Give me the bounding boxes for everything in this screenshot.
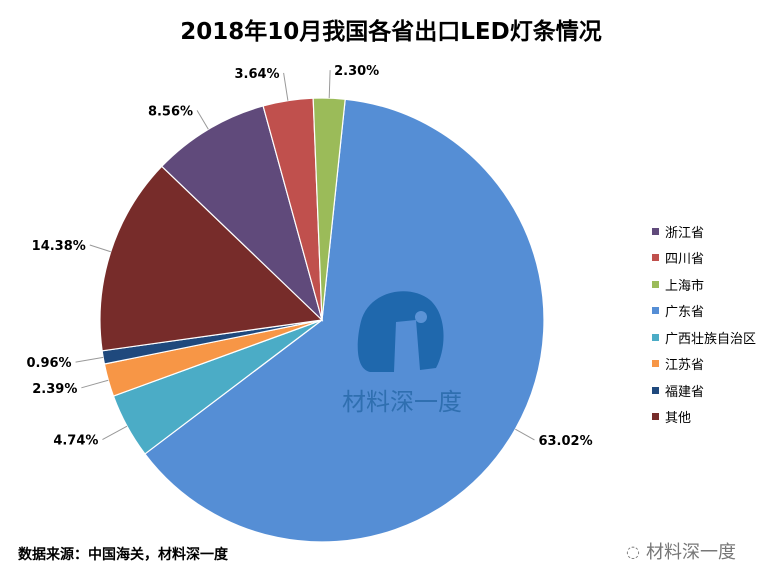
legend-swatch [652, 386, 659, 394]
leader-line [328, 70, 331, 99]
watermark-text: 材料深一度 [342, 388, 462, 416]
legend-label: 其他 [665, 411, 692, 427]
legend-label: 上海市 [665, 278, 705, 294]
leader-line [81, 379, 109, 389]
data-source: 数据来源：中国海关，材料深一度 [18, 547, 228, 563]
pie-slice-7 [312, 97, 346, 321]
data-label: 0.96% [26, 356, 71, 371]
legend-item: 福建省 [652, 377, 756, 404]
leader-line [102, 425, 128, 441]
pie-slice-4 [99, 165, 324, 352]
legend-item: 广西壮族自治区 [652, 324, 756, 351]
legend-item: 江苏省 [652, 351, 756, 378]
legend-item: 其他 [652, 404, 756, 431]
data-label: 14.38% [32, 239, 86, 254]
chart-title: 2018年10月我国各省出口LED灯条情况 [180, 19, 602, 45]
pie-slice-0 [144, 98, 545, 543]
leader-line [196, 110, 209, 130]
legend-swatch [652, 280, 659, 288]
brand-text: 材料深一度 [645, 542, 736, 563]
legend-label: 广西壮族自治区 [665, 331, 757, 347]
legend-swatch [652, 413, 659, 421]
data-label: 63.02% [538, 434, 592, 449]
data-label: 8.56% [148, 104, 193, 119]
leader-line [75, 356, 104, 363]
data-label: 2.30% [334, 64, 379, 79]
legend-swatch [652, 227, 659, 235]
legend-item: 上海市 [652, 271, 756, 298]
legend-item: 广东省 [652, 298, 756, 325]
data-label: 4.74% [53, 434, 98, 449]
legend-label: 江苏省 [665, 358, 705, 374]
legend-swatch [652, 307, 659, 315]
legend-swatch [652, 254, 659, 262]
leader-line [283, 72, 289, 101]
leader-line [89, 244, 111, 253]
wechat-icon: ◌ [626, 541, 640, 561]
brand-watermark: ◌ 材料深一度 [626, 538, 736, 564]
legend-swatch [652, 360, 659, 368]
legend-item: 浙江省 [652, 218, 756, 245]
legend: 浙江省四川省上海市广东省广西壮族自治区 江苏省福建省其他 [652, 218, 756, 430]
legend-item: 四川省 [652, 245, 756, 272]
data-label: 3.64% [234, 67, 279, 82]
pie-slice-5 [160, 105, 324, 322]
leader-line [515, 428, 535, 441]
data-label: 2.39% [32, 382, 77, 397]
legend-label: 四川省 [665, 252, 705, 268]
legend-label: 浙江省 [665, 225, 705, 241]
legend-label: 福建省 [665, 384, 705, 400]
legend-swatch [652, 333, 659, 341]
legend-label: 广东省 [665, 305, 705, 321]
watermark-logo-icon [357, 291, 444, 372]
